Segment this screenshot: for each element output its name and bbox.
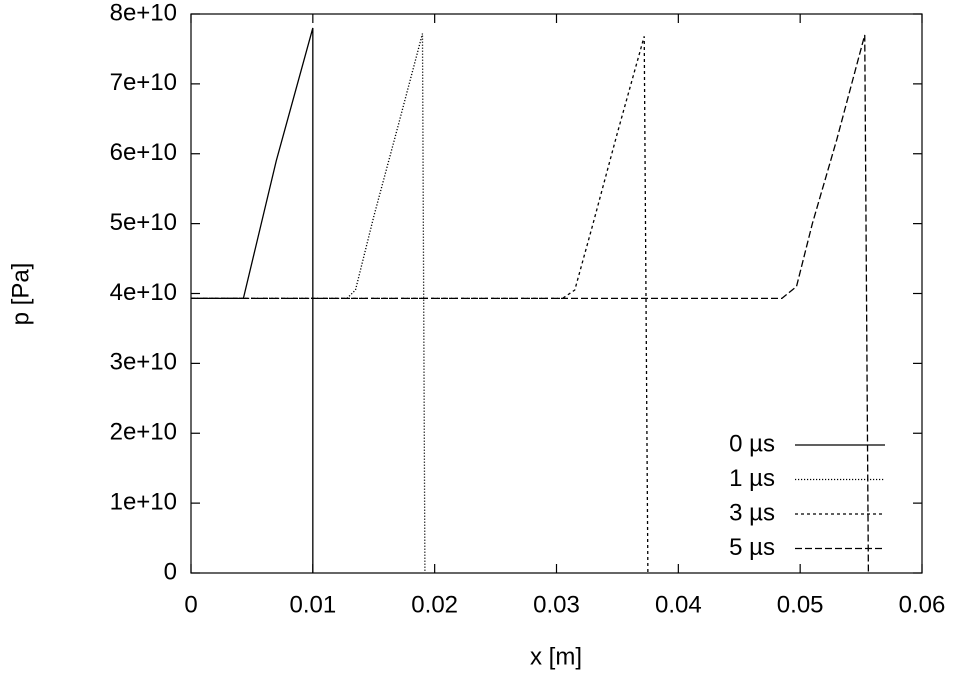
y-axis-label: p [Pa] [7, 263, 34, 326]
series-line [191, 36, 649, 574]
series-line [191, 33, 426, 574]
y-tick-label: 2e+10 [110, 419, 177, 446]
legend-label: 1 µs [729, 465, 775, 492]
y-tick-label: 3e+10 [110, 349, 177, 376]
x-tick-label: 0.04 [655, 591, 702, 618]
y-tick-label: 4e+10 [110, 279, 177, 306]
y-tick-label: 5e+10 [110, 209, 177, 236]
y-tick-label: 6e+10 [110, 139, 177, 166]
series-line [191, 27, 314, 573]
y-tick-label: 8e+10 [110, 0, 177, 26]
y-tick-label: 1e+10 [110, 488, 177, 515]
x-tick-label: 0 [184, 591, 197, 618]
legend-label: 0 µs [729, 430, 775, 457]
x-axis-label: x [m] [530, 643, 582, 670]
legend-label: 5 µs [729, 534, 775, 561]
x-tick-label: 0.02 [411, 591, 458, 618]
legend-label: 3 µs [729, 499, 775, 526]
x-tick-label: 0.01 [289, 591, 336, 618]
x-tick-label: 0.03 [533, 591, 580, 618]
x-tick-label: 0.05 [777, 591, 824, 618]
y-tick-label: 0 [164, 558, 177, 585]
x-tick-label: 0.06 [899, 591, 946, 618]
series-line [191, 34, 870, 574]
y-tick-label: 7e+10 [110, 69, 177, 96]
plot-frame [190, 13, 923, 574]
